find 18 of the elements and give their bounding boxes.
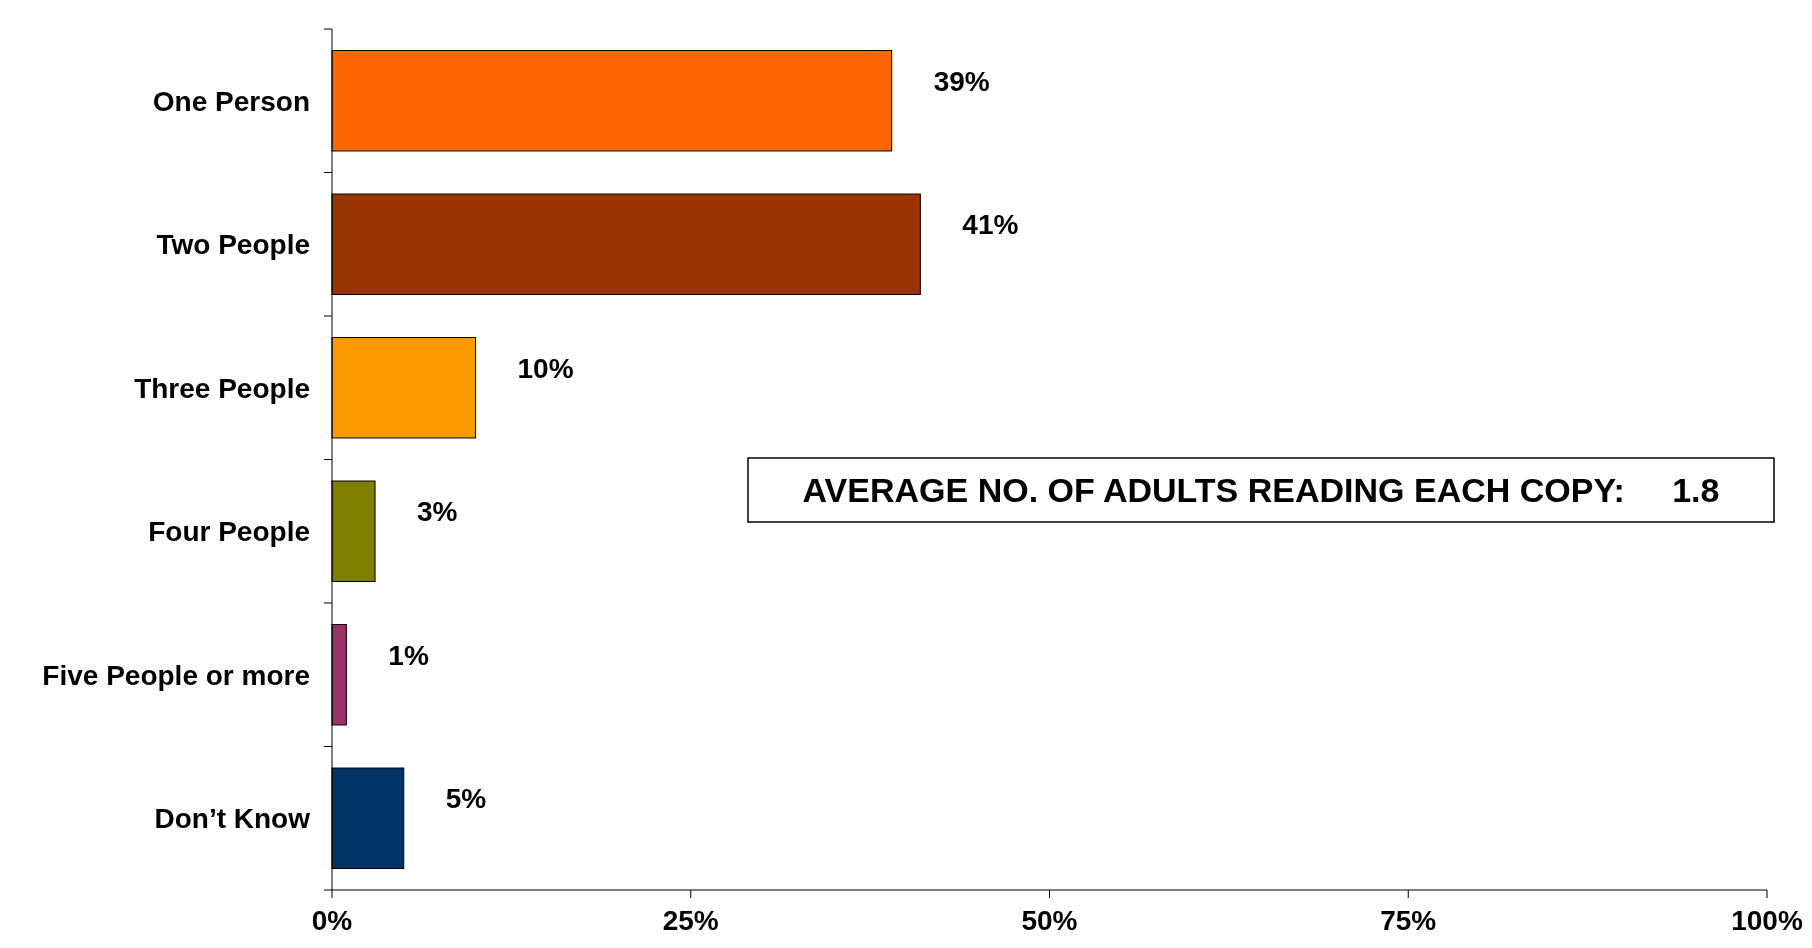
y-tick-label: Two People bbox=[156, 229, 310, 261]
y-tick-label: Five People or more bbox=[42, 659, 310, 691]
data-label: 39% bbox=[933, 65, 990, 97]
y-tick-label: Three People bbox=[134, 372, 310, 404]
data-label: 1% bbox=[388, 639, 429, 671]
data-label: 5% bbox=[445, 783, 487, 815]
x-tick-label: 100% bbox=[1731, 905, 1803, 936]
data-label: 3% bbox=[417, 496, 458, 528]
x-tick-label: 0% bbox=[311, 905, 353, 936]
x-tick-label: 75% bbox=[1380, 905, 1437, 936]
y-tick-label: Don’t Know bbox=[154, 803, 311, 835]
data-label: 41% bbox=[962, 209, 1019, 241]
x-tick-label: 25% bbox=[662, 905, 719, 936]
y-tick-label: Four People bbox=[148, 516, 310, 548]
annotation: AVERAGE NO. OF ADULTS READING EACH COPY: 1.8 bbox=[802, 470, 1720, 509]
y-tick-label: One Person bbox=[152, 85, 310, 117]
data-label: 10% bbox=[517, 352, 574, 384]
x-tick-label: 50% bbox=[1021, 905, 1078, 936]
